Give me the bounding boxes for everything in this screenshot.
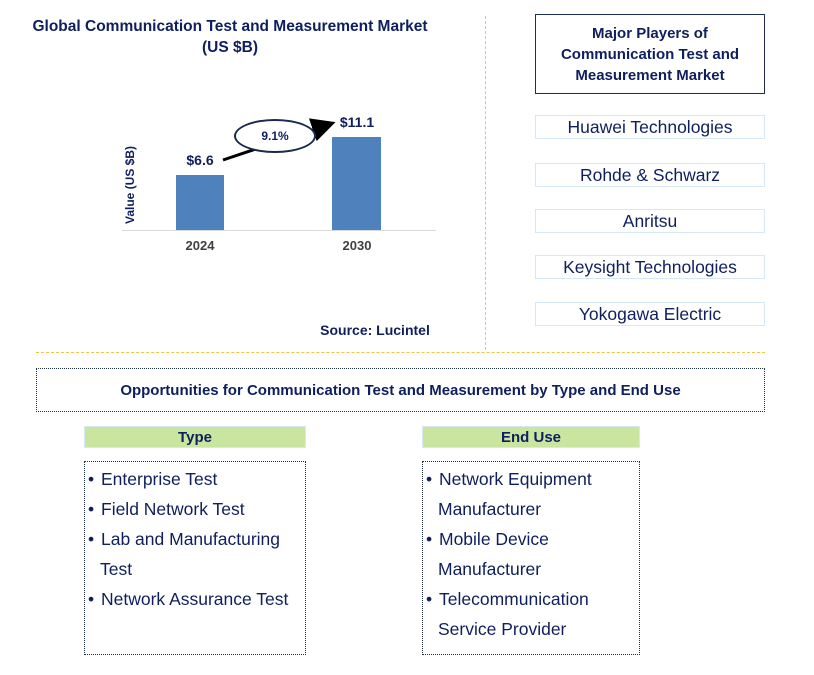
type-header: Type [84, 426, 306, 448]
opportunities-title: Opportunities for Communication Test and… [36, 368, 765, 412]
bullet-icon: • [88, 469, 95, 489]
vertical-divider [485, 16, 486, 350]
bullet-icon: • [88, 529, 95, 549]
player-rohde-schwarz: Rohde & Schwarz [535, 163, 765, 187]
bullet-icon: • [426, 469, 433, 489]
cagr-badge: 9.1% [234, 119, 316, 153]
list-item: • Enterprise Test [88, 464, 305, 494]
player-anritsu: Anritsu [535, 209, 765, 233]
bar-2024 [176, 175, 224, 230]
major-players-header: Major Players of Communication Test and … [535, 14, 765, 94]
x-axis-line [122, 230, 436, 231]
list-item: • Field Network Test [88, 494, 305, 524]
player-keysight: Keysight Technologies [535, 255, 765, 279]
bullet-icon: • [88, 499, 95, 519]
x-tick-2030: 2030 [342, 238, 372, 253]
bullet-icon: • [88, 589, 95, 609]
list-item: • Telecommunication Service Provider [426, 584, 639, 644]
list-item: • Network Assurance Test [88, 584, 305, 614]
bar-2030 [332, 137, 381, 230]
list-item: • Network Equipment Manufacturer [426, 464, 639, 524]
type-list: • Enterprise Test • Field Network Test • La… [84, 461, 306, 655]
bar-value-2024: $6.6 [186, 152, 214, 168]
bar-value-2030: $11.1 [339, 114, 375, 130]
y-axis-label: Value (US $B) [123, 145, 137, 225]
chart-title: Global Communication Test and Measuremen… [32, 18, 428, 56]
bullet-icon: • [426, 529, 433, 549]
player-huawei: Huawei Technologies [535, 115, 765, 139]
source-label: Source: Lucintel [320, 322, 430, 338]
x-tick-2024: 2024 [185, 238, 215, 253]
end-use-list: • Network Equipment Manufacturer • Mobile D… [422, 461, 640, 655]
bullet-icon: • [426, 589, 433, 609]
horizontal-divider [36, 352, 765, 353]
list-item: • Lab and Manufacturing Test [88, 524, 305, 584]
list-item: • Mobile Device Manufacturer [426, 524, 639, 584]
player-yokogawa: Yokogawa Electric [535, 302, 765, 326]
end-use-header: End Use [422, 426, 640, 448]
